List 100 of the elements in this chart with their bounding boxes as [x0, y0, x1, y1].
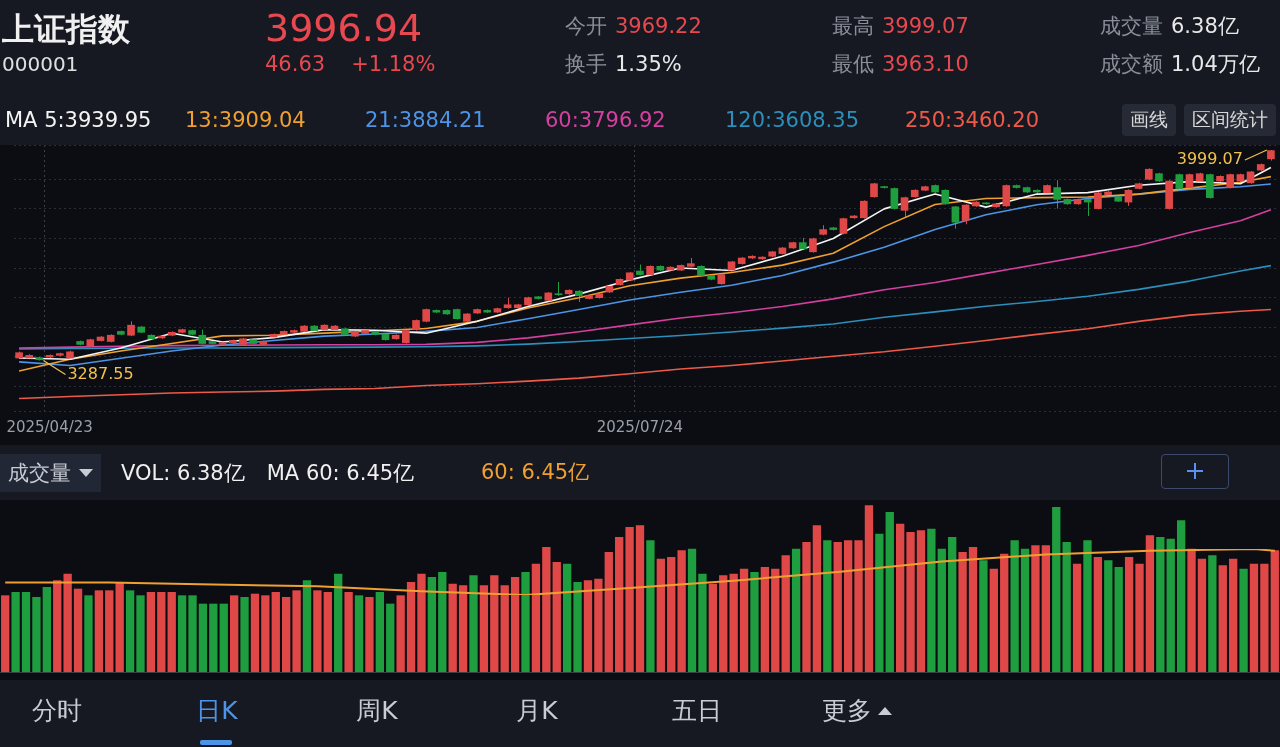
bar	[1239, 568, 1248, 672]
bar	[438, 572, 447, 672]
bar	[500, 585, 509, 672]
bar	[667, 557, 676, 672]
bar	[708, 583, 718, 672]
bar	[1114, 567, 1123, 672]
candlestick	[961, 203, 970, 225]
bar	[115, 582, 124, 672]
bar	[646, 540, 655, 672]
bar	[448, 583, 457, 672]
text: 成交量	[8, 459, 71, 487]
bar	[719, 575, 728, 672]
bar	[729, 573, 738, 672]
bar	[677, 550, 686, 672]
text: 60: 6.45亿	[481, 460, 590, 484]
bar	[739, 568, 749, 672]
bar	[968, 547, 978, 672]
text: 五日	[672, 695, 722, 727]
bar	[84, 595, 93, 672]
bar	[615, 537, 624, 672]
bar	[427, 577, 437, 672]
bar	[302, 580, 312, 672]
bar	[854, 540, 863, 672]
bar	[32, 597, 41, 672]
bar	[469, 575, 478, 672]
text: 60:3796.92	[545, 108, 666, 132]
bar	[209, 603, 218, 672]
bar	[791, 548, 801, 672]
bar	[510, 577, 520, 672]
bar	[490, 575, 499, 672]
bar	[750, 572, 759, 672]
bar	[146, 592, 156, 672]
bar	[531, 563, 541, 672]
candlestick	[1206, 173, 1214, 200]
text: 成交量 6.38亿	[1100, 14, 1239, 38]
bar	[1020, 548, 1030, 672]
bar	[916, 530, 926, 672]
bar	[282, 597, 291, 672]
bar	[1166, 538, 1175, 672]
text: 120:3608.35	[725, 108, 859, 132]
bar	[229, 595, 239, 672]
bar	[1010, 540, 1019, 672]
bar	[812, 525, 822, 672]
bar	[198, 603, 208, 672]
bar	[594, 578, 603, 672]
bar	[1093, 557, 1103, 672]
bar	[386, 603, 395, 672]
bar	[1208, 555, 1217, 672]
bar	[1197, 558, 1207, 672]
bar	[1135, 563, 1144, 672]
bar	[521, 572, 530, 672]
text: 今开 3969.22	[565, 14, 702, 38]
text: 上证指数	[2, 10, 130, 48]
bar	[188, 595, 197, 672]
text: 21:3884.21	[365, 108, 486, 132]
bar	[157, 592, 166, 672]
text: 画线	[1130, 108, 1168, 130]
bar	[906, 532, 915, 672]
bar	[896, 523, 905, 672]
bar	[1260, 563, 1269, 672]
bar	[1124, 557, 1134, 672]
bar	[136, 595, 145, 672]
text: +1.18%	[351, 52, 436, 76]
bar	[864, 505, 874, 672]
bar	[604, 552, 613, 672]
annotation: 3287.55	[67, 363, 134, 383]
bar	[1229, 558, 1238, 672]
bar	[1218, 565, 1227, 672]
bar	[1083, 540, 1092, 672]
bar	[823, 540, 832, 672]
bar	[271, 592, 280, 672]
bar	[875, 533, 884, 672]
bar	[698, 573, 707, 672]
bar	[1031, 545, 1040, 672]
bar	[105, 590, 114, 672]
text: 区间统计	[1192, 108, 1268, 130]
bar	[1104, 560, 1113, 672]
text: 46.63	[265, 52, 326, 76]
bar	[781, 555, 790, 672]
bar	[53, 580, 62, 672]
bar	[167, 592, 176, 672]
bar	[365, 597, 374, 672]
text: 月K	[516, 695, 558, 727]
bar	[21, 592, 31, 672]
bar	[1062, 542, 1071, 672]
bar	[562, 563, 572, 672]
bar	[354, 595, 364, 672]
text: MA 5:3939.95	[5, 108, 152, 132]
text: 周K	[356, 695, 398, 727]
text: 更多	[822, 695, 872, 727]
bar	[885, 512, 894, 672]
bar	[1052, 507, 1061, 672]
bar	[760, 567, 770, 672]
bar	[177, 595, 187, 672]
bar	[250, 593, 260, 672]
bar	[334, 573, 343, 672]
bar	[1176, 520, 1186, 672]
bar	[552, 562, 561, 672]
text: 成交额 1.04万亿	[1100, 52, 1260, 76]
text: 日K	[196, 695, 238, 727]
